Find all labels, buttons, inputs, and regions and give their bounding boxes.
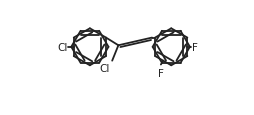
Text: Cl: Cl — [100, 63, 110, 73]
Text: Cl: Cl — [57, 42, 68, 52]
Text: F: F — [192, 42, 198, 52]
Text: F: F — [158, 68, 164, 78]
